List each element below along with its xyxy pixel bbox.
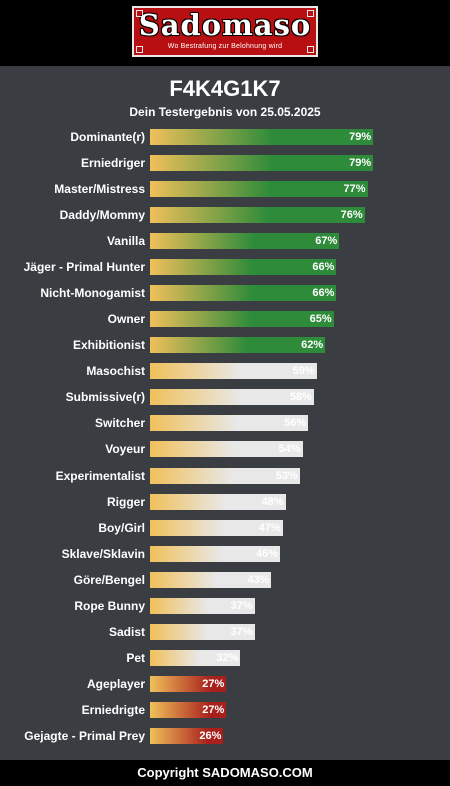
result-bar: 59% (150, 363, 317, 380)
bar-value-label: 54% (278, 443, 301, 456)
result-bar: 37% (150, 623, 255, 640)
category-label: Submissive(r) (65, 390, 145, 405)
result-bar: 27% (150, 701, 227, 718)
category-label: Daddy/Mommy (59, 208, 145, 223)
bar-value-label: 27% (202, 677, 225, 690)
category-label: Masochist (86, 364, 145, 379)
header-band: Sadomaso Wo Bestrafung zur Belohnung wir… (0, 0, 450, 66)
logo-corner-ornament (136, 10, 143, 17)
category-label: Rigger (106, 494, 145, 509)
result-bar: 43% (150, 571, 272, 588)
category-label: Erniedriger (80, 156, 145, 171)
result-bar: 47% (150, 519, 283, 536)
category-label: Pet (126, 650, 145, 665)
result-bar: 79% (150, 155, 374, 172)
logo-corner-ornament (307, 10, 314, 17)
result-bar: 58% (150, 389, 314, 406)
result-bar: 79% (150, 129, 374, 145)
logo-corner-ornament (136, 46, 143, 53)
result-bar: 37% (150, 597, 255, 614)
category-label: Gejagte - Primal Prey (24, 728, 145, 743)
result-bar: 32% (150, 649, 241, 666)
category-label: Owner (107, 312, 145, 327)
page-subtitle: Dein Testergebnis von 25.05.2025 (129, 105, 321, 119)
bar-value-label: 32% (216, 651, 239, 664)
footer-copyright: Copyright SADOMASO.COM (0, 760, 450, 786)
category-label: Switcher (94, 416, 145, 431)
result-bar: 54% (150, 441, 303, 458)
result-bar: 62% (150, 337, 326, 354)
result-bar: 77% (150, 181, 368, 198)
category-label: Dominante(r) (70, 130, 145, 144)
category-label: Master/Mistress (54, 182, 145, 197)
bar-value-label: 37% (230, 599, 253, 612)
bar-value-label: 53% (275, 469, 298, 482)
category-label: Sklave/Sklavin (61, 546, 145, 561)
logo-tagline: Wo Bestrafung zur Belohnung wird (167, 43, 283, 50)
category-label: Göre/Bengel (73, 572, 145, 587)
bar-value-label: 56% (284, 417, 307, 430)
bar-value-label: 79% (349, 157, 372, 170)
bar-value-label: 58% (289, 391, 312, 404)
site-logo[interactable]: Sadomaso Wo Bestrafung zur Belohnung wir… (132, 6, 318, 57)
bar-value-label: 62% (301, 339, 324, 352)
logo-wordmark: Sadomaso (138, 8, 312, 42)
category-label: Boy/Girl (98, 520, 145, 535)
result-bar: 66% (150, 259, 337, 276)
bar-value-label: 47% (258, 521, 281, 534)
category-label: Vanilla (106, 234, 145, 249)
result-bar: 56% (150, 415, 309, 432)
category-label: Exhibitionist (73, 338, 145, 353)
bar-value-label: 66% (312, 261, 335, 274)
result-bar: 27% (150, 675, 227, 692)
bar-value-label: 43% (247, 573, 270, 586)
bar-value-label: 48% (261, 495, 284, 508)
category-label: Erniedrigte (81, 702, 145, 717)
result-bar: 67% (150, 233, 340, 250)
result-bar: 65% (150, 311, 334, 328)
bar-value-label: 27% (202, 703, 225, 716)
result-bar: 53% (150, 467, 300, 484)
bar-value-label: 77% (343, 183, 366, 196)
result-bar: 66% (150, 285, 337, 302)
bar-value-label: 26% (199, 729, 222, 742)
result-bar: 46% (150, 545, 280, 562)
category-label: Rope Bunny (74, 598, 145, 613)
category-label: Ageplayer (86, 676, 145, 691)
category-label: Voyeur (105, 442, 145, 457)
result-bar: 76% (150, 207, 365, 224)
result-bar: 48% (150, 493, 286, 510)
bar-value-label: 46% (255, 547, 278, 560)
bar-value-label: 76% (340, 209, 363, 222)
result-bar: 26% (150, 727, 224, 744)
category-label: Experimentalist (55, 468, 145, 483)
category-label: Sadist (108, 624, 145, 639)
category-label: Nicht-Monogamist (40, 286, 145, 301)
bar-value-label: 37% (230, 625, 253, 638)
bar-value-label: 66% (312, 287, 335, 300)
logo-corner-ornament (307, 46, 314, 53)
bar-value-label: 59% (292, 365, 315, 378)
page-title: F4K4G1K7 (169, 76, 281, 101)
category-label: Jäger - Primal Hunter (23, 260, 145, 275)
bar-value-label: 79% (349, 131, 372, 143)
bar-value-label: 65% (309, 313, 332, 326)
bar-value-label: 67% (315, 235, 338, 248)
